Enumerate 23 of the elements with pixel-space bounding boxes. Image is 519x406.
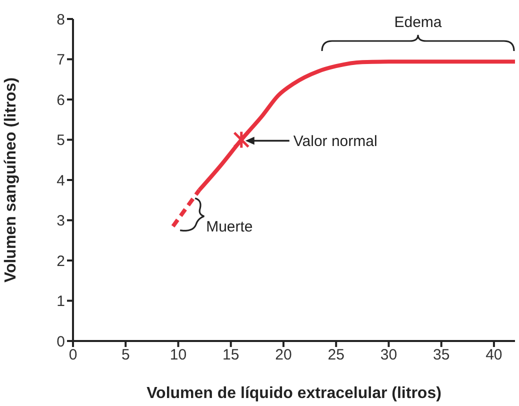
- x-tick-label: 15: [222, 346, 240, 364]
- x-tick-label: 20: [275, 346, 292, 364]
- y-tick-label: 5: [56, 132, 65, 150]
- y-tick-label: 0: [56, 333, 65, 350]
- x-tick-label: 35: [432, 346, 450, 364]
- x-tick-label: 25: [328, 346, 344, 364]
- x-tick-label: 10: [170, 346, 187, 364]
- y-tick-label: 7: [56, 52, 65, 69]
- annotation: Muerte: [206, 218, 253, 236]
- x-tick-label: 0: [68, 346, 78, 364]
- x-tick-label: 5: [121, 346, 130, 364]
- x-tick-label: 30: [380, 346, 398, 364]
- y-tick-label: 3: [56, 212, 65, 230]
- y-axis-title: Volumen sanguíneo (litros): [2, 77, 20, 283]
- annotation: Edema: [394, 14, 442, 31]
- y-tick-label: 8: [56, 11, 65, 28]
- x-axis-title: Volumen de líquido extracelular (litros): [146, 385, 442, 402]
- x-tick-label: 40: [486, 346, 502, 364]
- y-tick-label: 1: [56, 293, 65, 310]
- y-tick-label: 6: [56, 92, 65, 109]
- y-tick-label: 2: [56, 252, 65, 270]
- y-tick-label: 4: [56, 172, 65, 190]
- annotation: Valor normal: [293, 132, 378, 150]
